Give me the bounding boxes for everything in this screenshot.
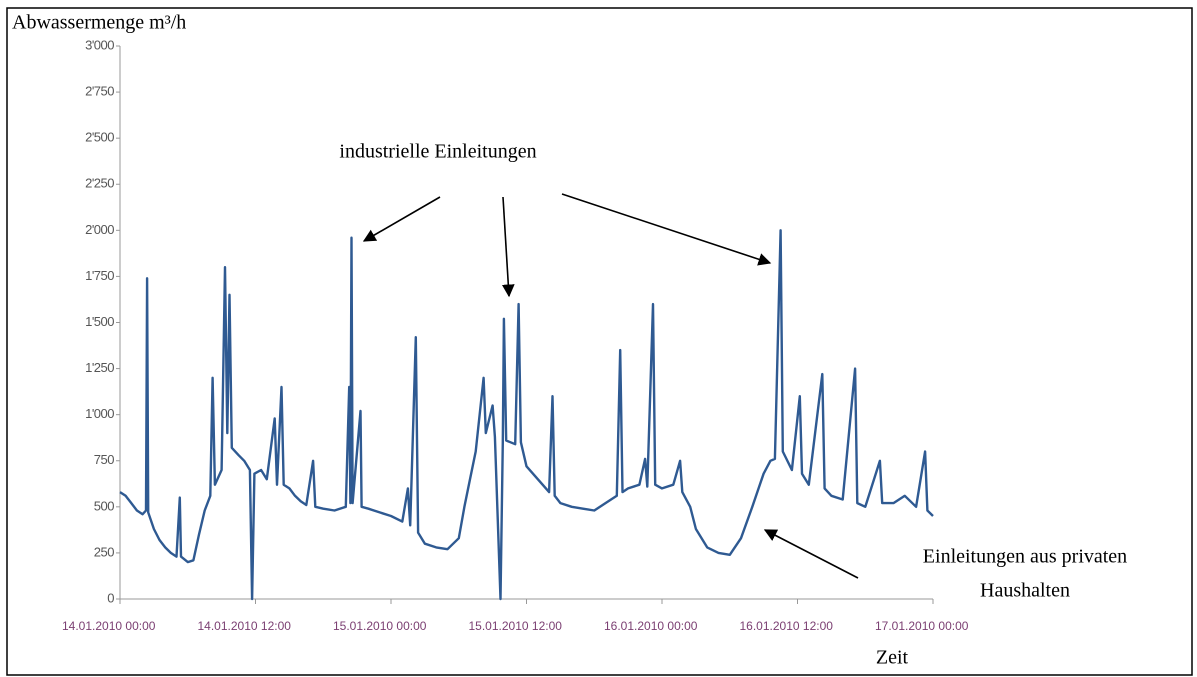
data-line (119, 229, 934, 601)
x-tick-label: 15.01.2010 12:00 (469, 619, 563, 633)
arrow (362, 196, 441, 242)
y-tick-label: 250 (94, 544, 114, 559)
x-tick-label: 16.01.2010 12:00 (740, 619, 834, 633)
y-tick-label: 1'750 (85, 268, 114, 283)
arrow (561, 193, 772, 266)
y-tick-label: 2'000 (85, 222, 114, 237)
y-tick-label: 1'500 (85, 314, 114, 329)
annotation: industrielle Einleitungen (339, 141, 536, 163)
y-tick-label: 1'250 (85, 360, 114, 375)
x-tick-label: 15.01.2010 00:00 (333, 619, 427, 633)
y-tick-label: 3'000 (85, 37, 114, 52)
x-axis-label: Zeit (876, 647, 909, 669)
y-tick-label: 2'500 (85, 130, 114, 145)
y-tick-label: 500 (94, 498, 114, 513)
x-tick-label: 17.01.2010 00:00 (875, 619, 969, 633)
frame (6, 7, 1193, 676)
arrow (763, 529, 859, 579)
annotation: Einleitungen aus privaten (923, 546, 1127, 568)
y-tick-label: 2'750 (85, 84, 114, 99)
arrows (362, 193, 859, 579)
y-tick-label: 1'000 (85, 406, 114, 421)
y-axis-label: Abwassermenge m³/h (12, 12, 186, 34)
y-tick-label: 750 (94, 452, 114, 467)
x-tick-label: 14.01.2010 12:00 (198, 619, 292, 633)
annotation: Haushalten (980, 580, 1070, 602)
x-tick-label: 14.01.2010 00:00 (62, 619, 156, 633)
x-tick-label: 16.01.2010 00:00 (604, 619, 698, 633)
y-tick-label: 2'250 (85, 176, 114, 191)
y-tick-label: 0 (107, 590, 114, 605)
arrow (501, 196, 515, 298)
